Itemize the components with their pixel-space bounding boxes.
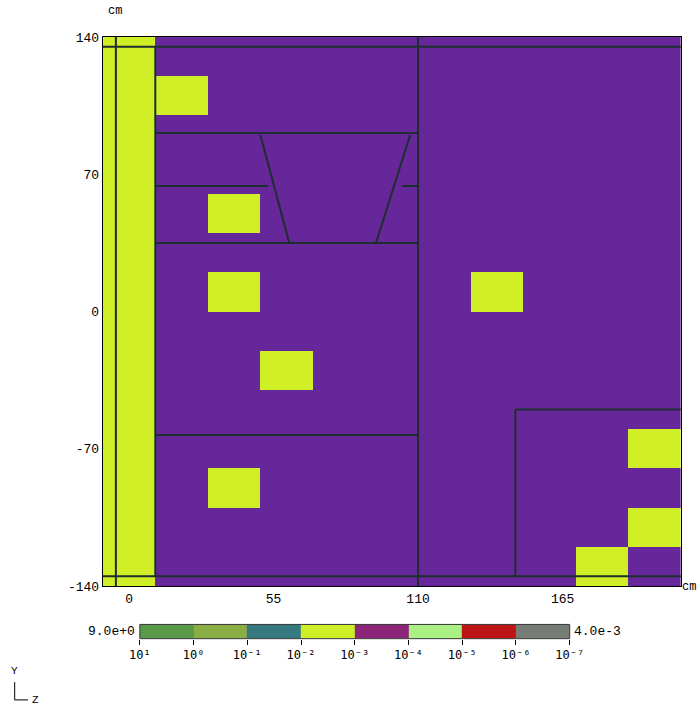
svg-text:10¹: 10¹ bbox=[129, 648, 151, 662]
svg-text:10⁻⁴: 10⁻⁴ bbox=[394, 648, 423, 662]
svg-text:Y: Y bbox=[11, 665, 18, 677]
svg-text:cm: cm bbox=[682, 580, 696, 594]
svg-text:10⁻¹: 10⁻¹ bbox=[233, 648, 262, 662]
svg-text:10⁰: 10⁰ bbox=[183, 648, 205, 662]
svg-text:10⁻⁶: 10⁻⁶ bbox=[501, 648, 530, 662]
svg-text:10⁻²: 10⁻² bbox=[287, 648, 316, 662]
svg-text:10⁻³: 10⁻³ bbox=[340, 648, 369, 662]
svg-text:70: 70 bbox=[84, 168, 100, 183]
svg-text:110: 110 bbox=[406, 592, 429, 607]
svg-text:9.0e+0: 9.0e+0 bbox=[88, 624, 135, 639]
svg-text:4.0e-3: 4.0e-3 bbox=[574, 624, 621, 639]
svg-text:0: 0 bbox=[125, 592, 133, 607]
svg-text:Z: Z bbox=[32, 694, 39, 706]
svg-text:140: 140 bbox=[76, 31, 99, 46]
svg-text:10⁻⁷: 10⁻⁷ bbox=[555, 648, 584, 662]
svg-text:55: 55 bbox=[266, 592, 282, 607]
svg-text:-140: -140 bbox=[68, 580, 99, 595]
svg-text:-70: -70 bbox=[76, 442, 99, 457]
svg-text:cm: cm bbox=[108, 4, 122, 18]
svg-text:165: 165 bbox=[551, 592, 574, 607]
svg-text:10⁻⁵: 10⁻⁵ bbox=[448, 648, 477, 662]
svg-text:0: 0 bbox=[91, 305, 99, 320]
